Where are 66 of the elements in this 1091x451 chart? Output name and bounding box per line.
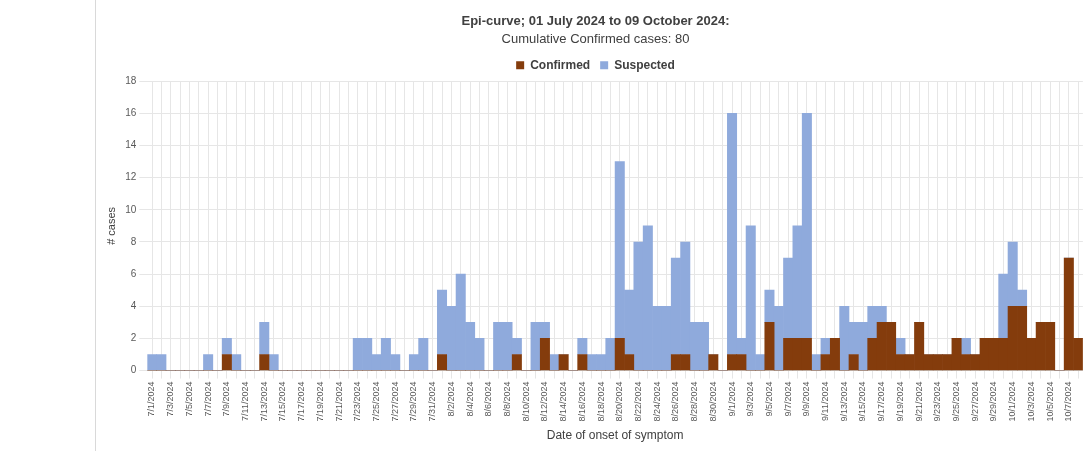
x-tick-label: 7/15/2024 bbox=[277, 381, 288, 422]
x-tick-label: 8/14/2024 bbox=[558, 381, 569, 422]
y-tick-label: 18 bbox=[125, 74, 137, 86]
x-tick-label: 9/11/2024 bbox=[820, 381, 831, 421]
x-tick-label: 7/29/2024 bbox=[408, 381, 419, 422]
x-tick-label: 9/13/2024 bbox=[838, 381, 849, 422]
y-tick-label: 16 bbox=[125, 107, 137, 119]
x-tick-label: 9/19/2024 bbox=[894, 381, 905, 422]
x-tick-label: 9/29/2024 bbox=[988, 381, 999, 422]
x-tick-label: 9/3/2024 bbox=[745, 381, 756, 417]
y-axis-title: # cases bbox=[104, 206, 117, 245]
y-tick-label: 10 bbox=[125, 203, 137, 215]
x-tick-label: 8/30/2024 bbox=[707, 381, 718, 422]
y-tick-label: 8 bbox=[130, 235, 137, 247]
x-tick-label: 9/27/2024 bbox=[969, 381, 980, 422]
x-tick-label: 10/7/2024 bbox=[1063, 381, 1074, 422]
x-tick-label: 8/22/2024 bbox=[632, 381, 643, 422]
x-tick-label: 7/31/2024 bbox=[427, 381, 438, 422]
x-tick-label: 8/24/2024 bbox=[651, 381, 662, 422]
x-tick-label: 7/19/2024 bbox=[314, 381, 325, 422]
x-tick-label: 9/15/2024 bbox=[857, 381, 868, 422]
x-tick-label: 9/1/2024 bbox=[726, 381, 737, 417]
x-tick-label: 10/5/2024 bbox=[1044, 381, 1055, 422]
x-tick-label: 8/6/2024 bbox=[483, 381, 494, 417]
x-tick-label: 7/1/2024 bbox=[146, 381, 157, 417]
x-tick-label: 7/5/2024 bbox=[183, 381, 194, 417]
x-axis-title: Date of onset of symptom bbox=[546, 428, 684, 443]
x-tick-label: 7/3/2024 bbox=[165, 381, 176, 417]
x-tick-label: 9/25/2024 bbox=[951, 381, 962, 422]
x-tick-label: 8/28/2024 bbox=[689, 381, 700, 422]
y-tick-label: 2 bbox=[130, 332, 137, 344]
x-tick-label: 9/7/2024 bbox=[782, 381, 793, 417]
x-tick-label: 10/3/2024 bbox=[1025, 381, 1036, 422]
x-tick-label: 8/2/2024 bbox=[445, 381, 456, 417]
x-tick-label: 9/5/2024 bbox=[763, 381, 774, 417]
x-tick-label: 8/18/2024 bbox=[595, 381, 606, 422]
chart-subtitle: Cumulative Confirmed cases: 80 bbox=[501, 30, 690, 46]
x-tick-label: 8/4/2024 bbox=[464, 381, 475, 417]
x-tick-label: 8/10/2024 bbox=[520, 381, 531, 422]
x-tick-label: 7/7/2024 bbox=[202, 381, 213, 417]
x-tick-label: 9/23/2024 bbox=[932, 381, 943, 422]
x-tick-label: 7/21/2024 bbox=[333, 381, 344, 422]
x-tick-label: 8/16/2024 bbox=[576, 381, 587, 422]
x-tick-label: 8/26/2024 bbox=[670, 381, 681, 422]
x-tick-label: 8/20/2024 bbox=[614, 381, 625, 422]
x-tick-label: 8/8/2024 bbox=[501, 381, 512, 417]
x-tick-label: 7/27/2024 bbox=[389, 381, 400, 422]
x-tick-label: 7/11/2024 bbox=[240, 381, 251, 421]
x-tick-label: 9/17/2024 bbox=[876, 381, 887, 422]
x-tick-label: 7/13/2024 bbox=[258, 381, 269, 422]
legend-label: Suspected bbox=[614, 57, 675, 72]
legend-label: Confirmed bbox=[530, 57, 591, 72]
x-tick-label: 7/9/2024 bbox=[221, 381, 232, 417]
y-tick-label: 12 bbox=[125, 171, 137, 183]
x-tick-label: 7/25/2024 bbox=[371, 381, 382, 422]
y-tick-label: 6 bbox=[130, 267, 137, 279]
y-tick-label: 0 bbox=[130, 364, 137, 376]
x-tick-label: 10/1/2024 bbox=[1007, 381, 1018, 422]
y-tick-label: 4 bbox=[130, 300, 137, 312]
chart-title: Epi-curve; 01 July 2024 to 09 October 2024: bbox=[461, 13, 730, 29]
x-tick-label: 7/23/2024 bbox=[352, 381, 363, 422]
x-tick-label: 8/12/2024 bbox=[539, 381, 550, 422]
x-tick-label: 9/21/2024 bbox=[913, 381, 924, 422]
y-tick-label: 14 bbox=[125, 139, 137, 151]
x-tick-label: 9/9/2024 bbox=[801, 381, 812, 417]
x-tick-label: 7/17/2024 bbox=[296, 381, 307, 422]
